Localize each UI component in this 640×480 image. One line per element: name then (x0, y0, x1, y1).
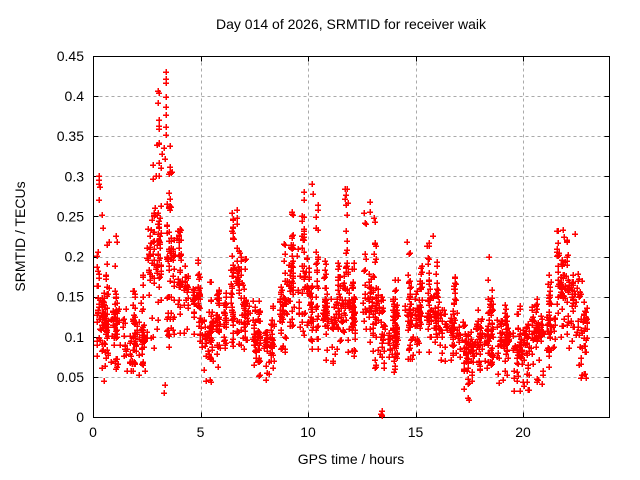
y-tick-label: 0.35 (57, 128, 84, 144)
y-tick-label: 0.45 (57, 48, 84, 64)
y-tick-label: 0 (76, 409, 84, 425)
y-tick-label: 0.2 (65, 249, 85, 265)
x-tick-labels: 0 5 10 15 20 (89, 424, 531, 440)
chart-title: Day 014 of 2026, SRMTID for receiver wai… (216, 16, 487, 32)
x-tick-label: 0 (89, 424, 97, 440)
x-axis-label: GPS time / hours (298, 451, 405, 467)
y-tick-label: 0.3 (65, 168, 85, 184)
x-tick-label: 15 (408, 424, 424, 440)
plot-border (93, 56, 610, 418)
x-tick-label: 20 (515, 424, 531, 440)
y-tick-label: 0.05 (57, 369, 84, 385)
y-tick-label: 0.25 (57, 208, 84, 224)
x-tick-label: 10 (300, 424, 316, 440)
y-tick-label: 0.15 (57, 289, 84, 305)
scatter-points-srmtid (94, 69, 590, 419)
y-tick-labels: 0 0.05 0.1 0.15 0.2 0.25 0.3 0.35 0.4 0.45 (57, 48, 84, 425)
x-tick-label: 5 (197, 424, 205, 440)
y-tick-label: 0.1 (65, 329, 85, 345)
y-tick-label: 0.4 (65, 88, 85, 104)
y-axis-label: SRMTID / TECUs (12, 181, 28, 291)
